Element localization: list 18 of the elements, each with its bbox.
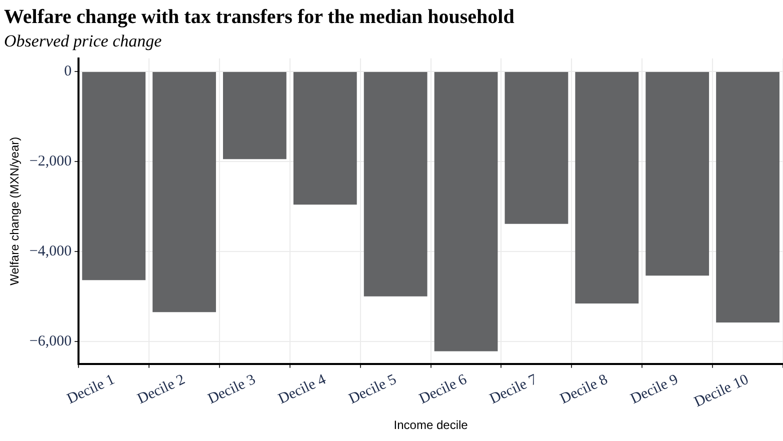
y-tick-label: −4,000 xyxy=(29,243,72,260)
chart-subtitle: Observed price change xyxy=(4,32,162,51)
x-tick-label: Decile 3 xyxy=(206,372,258,408)
y-tick-label: −2,000 xyxy=(29,153,72,170)
x-tick-label: Decile 8 xyxy=(558,372,610,408)
x-axis-title: Income decile xyxy=(394,418,468,432)
y-tick-label: −6,000 xyxy=(29,333,72,350)
x-tick-label: Decile 7 xyxy=(487,371,540,408)
x-tick-label: Decile 2 xyxy=(135,372,188,408)
x-tick-label: Decile 4 xyxy=(276,371,329,408)
y-axis-title: Welfare change (MXN/year) xyxy=(8,136,22,286)
x-tick-label: Decile 1 xyxy=(64,372,118,408)
x-tick-label: Decile 5 xyxy=(346,372,399,408)
y-tick-label: 0 xyxy=(64,63,72,80)
x-tick-label: Decile 10 xyxy=(692,372,752,411)
x-tick-label: Decile 9 xyxy=(628,372,681,408)
chart-title: Welfare change with tax transfers for the median household xyxy=(4,6,514,28)
x-tick-label: Decile 6 xyxy=(416,371,470,408)
